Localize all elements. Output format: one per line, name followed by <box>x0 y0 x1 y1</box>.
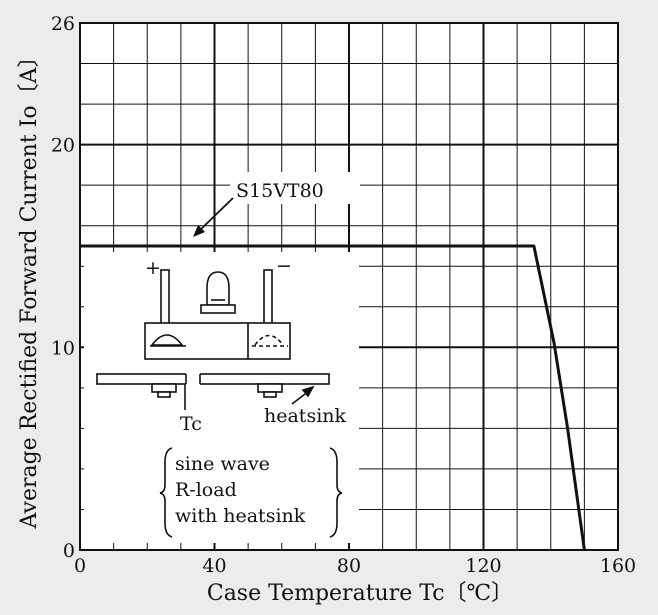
series-layer <box>80 244 586 551</box>
tc-label: Tc <box>180 413 202 435</box>
heatsink-plate <box>96 373 330 385</box>
y-tick-label: 0 <box>63 540 75 562</box>
nut-right <box>257 383 283 393</box>
series-label: S15VT80 <box>236 180 324 202</box>
x-tick-label: 40 <box>202 555 226 577</box>
condition-line-2: R-load <box>175 479 237 501</box>
condition-line-3: with heatsink <box>175 505 306 527</box>
y-tick-labels: 0 10 20 26 <box>51 13 75 562</box>
label-mask <box>230 172 360 204</box>
x-axis-title: Case Temperature Tc〔℃〕 <box>207 581 513 606</box>
lead-right <box>263 269 273 326</box>
conditions-right-brace <box>329 447 343 538</box>
y-axis-title: Average Rectified Forward Current Io〔A〕 <box>17 46 42 530</box>
plot-frame <box>79 22 619 551</box>
lead-left <box>160 269 170 326</box>
condition-line-1: sine wave <box>175 453 270 475</box>
left-dome <box>150 334 184 346</box>
plus-label: + <box>145 257 161 279</box>
nut-left <box>151 383 177 393</box>
x-tick-label: 80 <box>337 555 361 577</box>
heatsink-label: heatsink <box>264 405 347 427</box>
series-label-arrowhead <box>193 225 205 237</box>
heatsink-arrowhead <box>301 385 315 398</box>
series-line-s15vt80 <box>80 244 586 551</box>
screw-base <box>200 304 236 314</box>
middle-screw <box>206 271 230 306</box>
x-tick-labels: 0 40 80 120 160 <box>74 555 636 577</box>
x-tick-label: 0 <box>74 555 86 577</box>
conditions-left-brace <box>159 447 173 538</box>
y-tick-label: 20 <box>51 135 75 157</box>
heatsink-gap <box>186 371 200 387</box>
y-tick-label: 10 <box>51 337 75 359</box>
series-label-arrow <box>197 197 234 233</box>
x-tick-label: 160 <box>600 555 636 577</box>
nut-right-inner <box>263 391 277 398</box>
x-tick-label: 120 <box>465 555 501 577</box>
minus-label: − <box>276 255 292 277</box>
y-tick-label: 26 <box>51 13 75 35</box>
nut-left-inner <box>157 391 171 398</box>
right-dome-dashed <box>254 334 284 346</box>
device-drawing: + − <box>96 255 330 410</box>
